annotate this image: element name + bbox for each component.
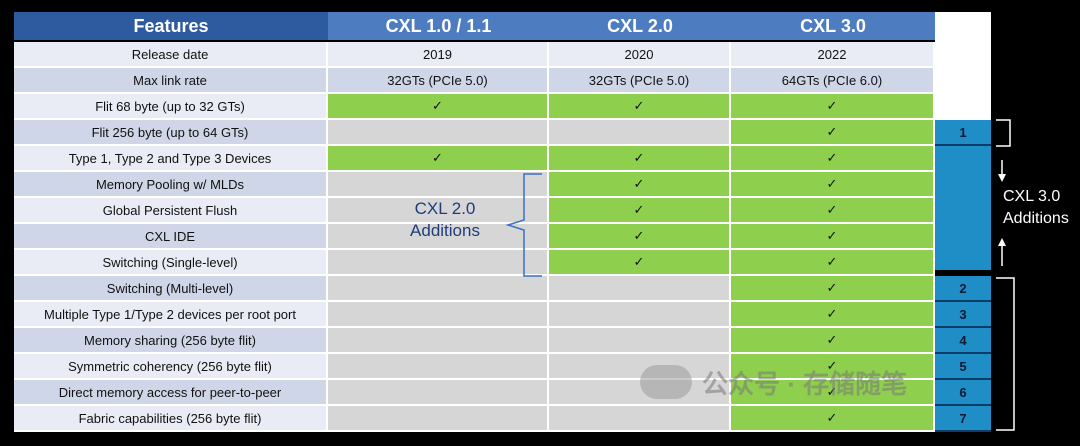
feature-label: Flit 256 byte (up to 64 GTs) bbox=[14, 120, 328, 146]
feature-label: Max link rate bbox=[14, 68, 328, 94]
cxl1-empty bbox=[328, 120, 549, 146]
cxl1-empty bbox=[328, 224, 549, 250]
cxl3-additions-line2: Additions bbox=[1003, 210, 1069, 227]
watermark-text: 公众号 · 存储随笔 bbox=[702, 368, 908, 399]
wechat-icon bbox=[640, 365, 692, 399]
cxl3-additions-label: CXL 3.0 Additions bbox=[1003, 186, 1080, 230]
header-features: Features bbox=[14, 12, 330, 40]
feature-label: Flit 68 byte (up to 32 GTs) bbox=[14, 94, 328, 120]
cxl2-check: ✓ bbox=[549, 172, 731, 198]
badge-number-1: 1 bbox=[935, 120, 991, 146]
badge-number-7: 7 bbox=[935, 406, 991, 432]
cxl1-empty bbox=[328, 276, 549, 302]
cxl3-check: ✓ bbox=[731, 224, 935, 250]
cxl3-check: ✓ bbox=[731, 146, 935, 172]
cxl2-empty bbox=[549, 276, 731, 302]
feature-label: Type 1, Type 2 and Type 3 Devices bbox=[14, 146, 328, 172]
cxl3-value: 2022 bbox=[731, 42, 935, 68]
cxl3-additions-line1: CXL 3.0 bbox=[1003, 188, 1061, 205]
cxl1-empty bbox=[328, 380, 549, 406]
cxl2-check: ✓ bbox=[549, 146, 731, 172]
cxl2-empty bbox=[549, 328, 731, 354]
table-row-memory-sharing: Memory sharing (256 byte flit) ✓ bbox=[14, 328, 935, 354]
cxl2-additions-label: CXL 2.0 Additions bbox=[400, 198, 490, 242]
cxl2-additions-line1: CXL 2.0 bbox=[414, 199, 476, 218]
badge-number-5: 5 bbox=[935, 354, 991, 380]
cxl1-empty bbox=[328, 198, 549, 224]
table-row-device-types: Type 1, Type 2 and Type 3 Devices ✓ ✓ ✓ bbox=[14, 146, 935, 172]
cxl3-check: ✓ bbox=[731, 380, 935, 406]
cxl3-value: 64GTs (PCIe 6.0) bbox=[731, 68, 935, 94]
table-row-switching-multi: Switching (Multi-level) ✓ bbox=[14, 276, 935, 302]
cxl1-empty bbox=[328, 354, 549, 380]
feature-label: Release date bbox=[14, 42, 328, 68]
feature-label: Fabric capabilities (256 byte flit) bbox=[14, 406, 328, 432]
table-row-flit-68: Flit 68 byte (up to 32 GTs) ✓ ✓ ✓ bbox=[14, 94, 935, 120]
table-row-switching-single: Switching (Single-level) ✓ ✓ bbox=[14, 250, 935, 276]
table-row-memory-pooling: Memory Pooling w/ MLDs ✓ ✓ bbox=[14, 172, 935, 198]
feature-label: Direct memory access for peer-to-peer bbox=[14, 380, 328, 406]
cxl3-check: ✓ bbox=[731, 172, 935, 198]
cxl1-empty bbox=[328, 302, 549, 328]
feature-label: Switching (Multi-level) bbox=[14, 276, 328, 302]
feature-label: Memory Pooling w/ MLDs bbox=[14, 172, 328, 198]
table-row-max-link-rate: Max link rate 32GTs (PCIe 5.0) 32GTs (PC… bbox=[14, 68, 935, 94]
cxl2-check: ✓ bbox=[549, 198, 731, 224]
table-row-cxl-ide: CXL IDE ✓ ✓ bbox=[14, 224, 935, 250]
feature-label: Symmetric coherency (256 byte flit) bbox=[14, 354, 328, 380]
feature-label: Memory sharing (256 byte flit) bbox=[14, 328, 328, 354]
badge-number-2: 2 bbox=[935, 276, 991, 302]
cxl3-check: ✓ bbox=[731, 94, 935, 120]
table-row-flit-256: Flit 256 byte (up to 64 GTs) ✓ bbox=[14, 120, 935, 146]
cxl1-value: 32GTs (PCIe 5.0) bbox=[328, 68, 549, 94]
badge-number-4: 4 bbox=[935, 328, 991, 354]
cxl2-check: ✓ bbox=[549, 224, 731, 250]
cxl2-value: 32GTs (PCIe 5.0) bbox=[549, 68, 731, 94]
cxl2-additions-brace bbox=[505, 173, 542, 277]
header-cxl3: CXL 3.0 bbox=[731, 12, 937, 40]
header-cxl2: CXL 2.0 bbox=[549, 12, 733, 40]
sidebar-top-spacer bbox=[935, 12, 991, 120]
table-row-fabric-capabilities: Fabric capabilities (256 byte flit) ✓ bbox=[14, 406, 935, 432]
cxl3-check: ✓ bbox=[731, 328, 935, 354]
cxl3-check: ✓ bbox=[731, 354, 935, 380]
cxl3-check: ✓ bbox=[731, 406, 935, 432]
watermark: 公众号 · 存储随笔 bbox=[640, 362, 907, 402]
cxl2-empty bbox=[549, 406, 731, 432]
cxl2-empty bbox=[549, 120, 731, 146]
cxl2-value: 2020 bbox=[549, 42, 731, 68]
header-cxl1: CXL 1.0 / 1.1 bbox=[328, 12, 551, 40]
feature-label: CXL IDE bbox=[14, 224, 328, 250]
cxl1-empty bbox=[328, 406, 549, 432]
cxl3-check: ✓ bbox=[731, 198, 935, 224]
cxl3-check: ✓ bbox=[731, 302, 935, 328]
cxl2-empty bbox=[549, 302, 731, 328]
cxl3-check: ✓ bbox=[731, 120, 935, 146]
cxl1-empty bbox=[328, 172, 549, 198]
badge-number-6: 6 bbox=[935, 380, 991, 406]
cxl2-check: ✓ bbox=[549, 250, 731, 276]
cxl3-check: ✓ bbox=[731, 250, 935, 276]
cxl2-check: ✓ bbox=[549, 94, 731, 120]
feature-label: Switching (Single-level) bbox=[14, 250, 328, 276]
cxl1-check: ✓ bbox=[328, 94, 549, 120]
cxl3-check: ✓ bbox=[731, 276, 935, 302]
feature-label: Global Persistent Flush bbox=[14, 198, 328, 224]
cxl1-empty bbox=[328, 328, 549, 354]
table-row-multiple-type-devices: Multiple Type 1/Type 2 devices per root … bbox=[14, 302, 935, 328]
table-row-symmetric-coherency: Symmetric coherency (256 byte flit) ✓ bbox=[14, 354, 935, 380]
cxl1-value: 2019 bbox=[328, 42, 549, 68]
cxl1-check: ✓ bbox=[328, 146, 549, 172]
cxl3-additions-brackets bbox=[996, 119, 1015, 431]
badge-number-3: 3 bbox=[935, 302, 991, 328]
table-row-global-persistent-flush: Global Persistent Flush ✓ ✓ bbox=[14, 198, 935, 224]
feature-label: Multiple Type 1/Type 2 devices per root … bbox=[14, 302, 328, 328]
table-row-release-date: Release date 2019 2020 2022 bbox=[14, 42, 935, 68]
cxl1-empty bbox=[328, 250, 549, 276]
cxl2-additions-line2: Additions bbox=[410, 221, 480, 240]
table-row-direct-memory-access: Direct memory access for peer-to-peer ✓ bbox=[14, 380, 935, 406]
